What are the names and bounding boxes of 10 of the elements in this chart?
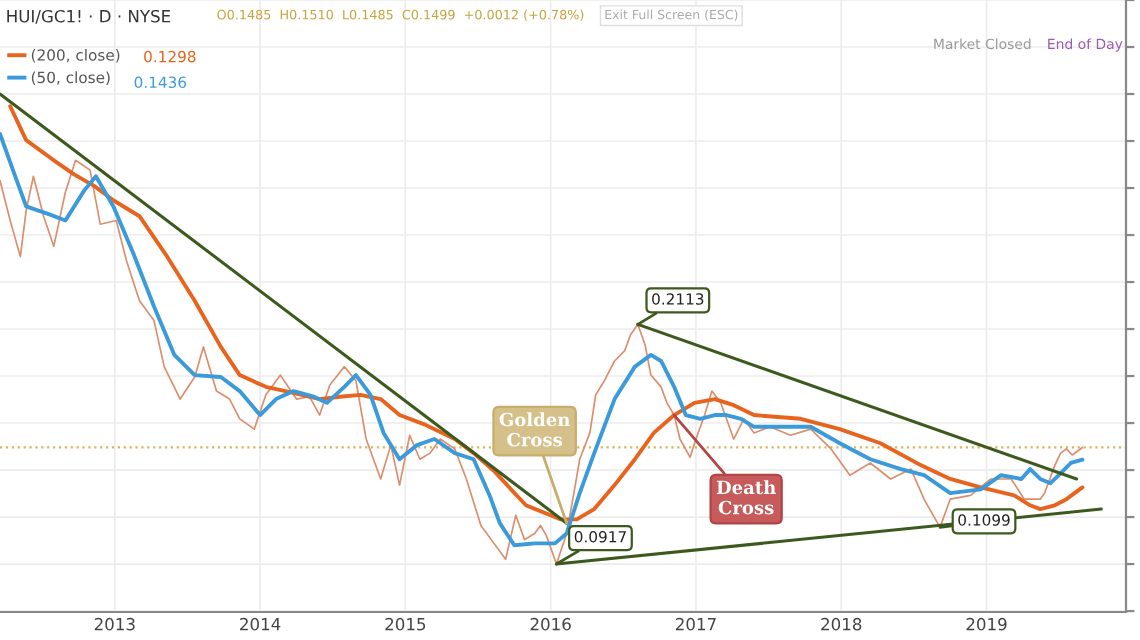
x-tick-label: 2014 — [240, 617, 281, 631]
x-tick-label: 2015 — [385, 617, 426, 631]
x-tick-label: 2018 — [821, 617, 862, 631]
chart-title: HUI/GC1! · D · NYSE — [7, 9, 171, 24]
x-tick-label: 2019 — [966, 617, 1007, 631]
x-tick-label: 2016 — [530, 617, 571, 631]
x-tick-label: 2013 — [94, 617, 135, 631]
x-tick-label: 2017 — [675, 617, 716, 631]
annotation: Golden Cross — [499, 412, 570, 447]
annotation: Death Cross — [716, 480, 776, 515]
